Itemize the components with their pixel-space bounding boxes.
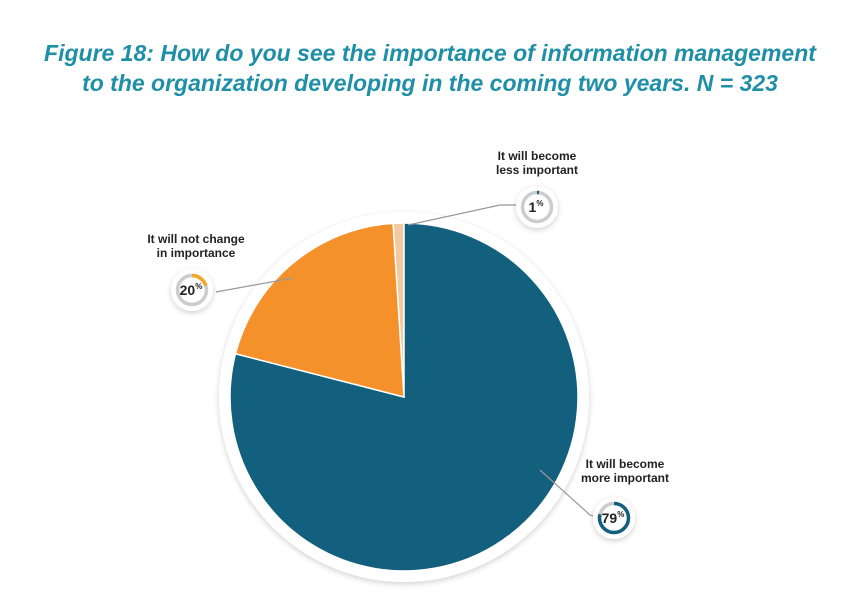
pie-slices	[229, 222, 579, 572]
slice-label-more: It will become more important	[581, 457, 669, 485]
slice-labels: It will become less important It will beco…	[147, 149, 669, 485]
badge-value-nochange: 20%	[180, 282, 203, 298]
badge-progress-arc	[175, 273, 209, 307]
slice-label-less: It will become less important	[496, 149, 578, 177]
chart-title: Figure 18: How do you see the importance…	[44, 40, 816, 96]
percent-badge-nochange: 20%	[171, 269, 213, 311]
leader-line-nochange	[215, 277, 294, 293]
badge-progress-arc	[597, 501, 631, 535]
percent-badges: 1% 79% 20%	[171, 186, 635, 539]
badge-progress-arc	[520, 190, 554, 224]
pie-slice-nochange	[234, 222, 405, 398]
badge-value-more: 79%	[602, 510, 625, 526]
leader-line-less	[407, 204, 520, 226]
slice-label-nochange: It will not change in importance	[147, 232, 245, 260]
percent-badge-more: 79%	[593, 497, 635, 539]
percent-badge-less: 1%	[516, 186, 558, 228]
badge-value-less: 1%	[529, 199, 544, 215]
